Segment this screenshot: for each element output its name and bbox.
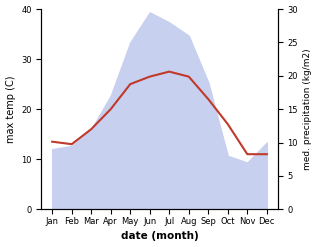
Y-axis label: max temp (C): max temp (C): [5, 75, 16, 143]
X-axis label: date (month): date (month): [121, 231, 198, 242]
Y-axis label: med. precipitation (kg/m2): med. precipitation (kg/m2): [303, 48, 313, 170]
